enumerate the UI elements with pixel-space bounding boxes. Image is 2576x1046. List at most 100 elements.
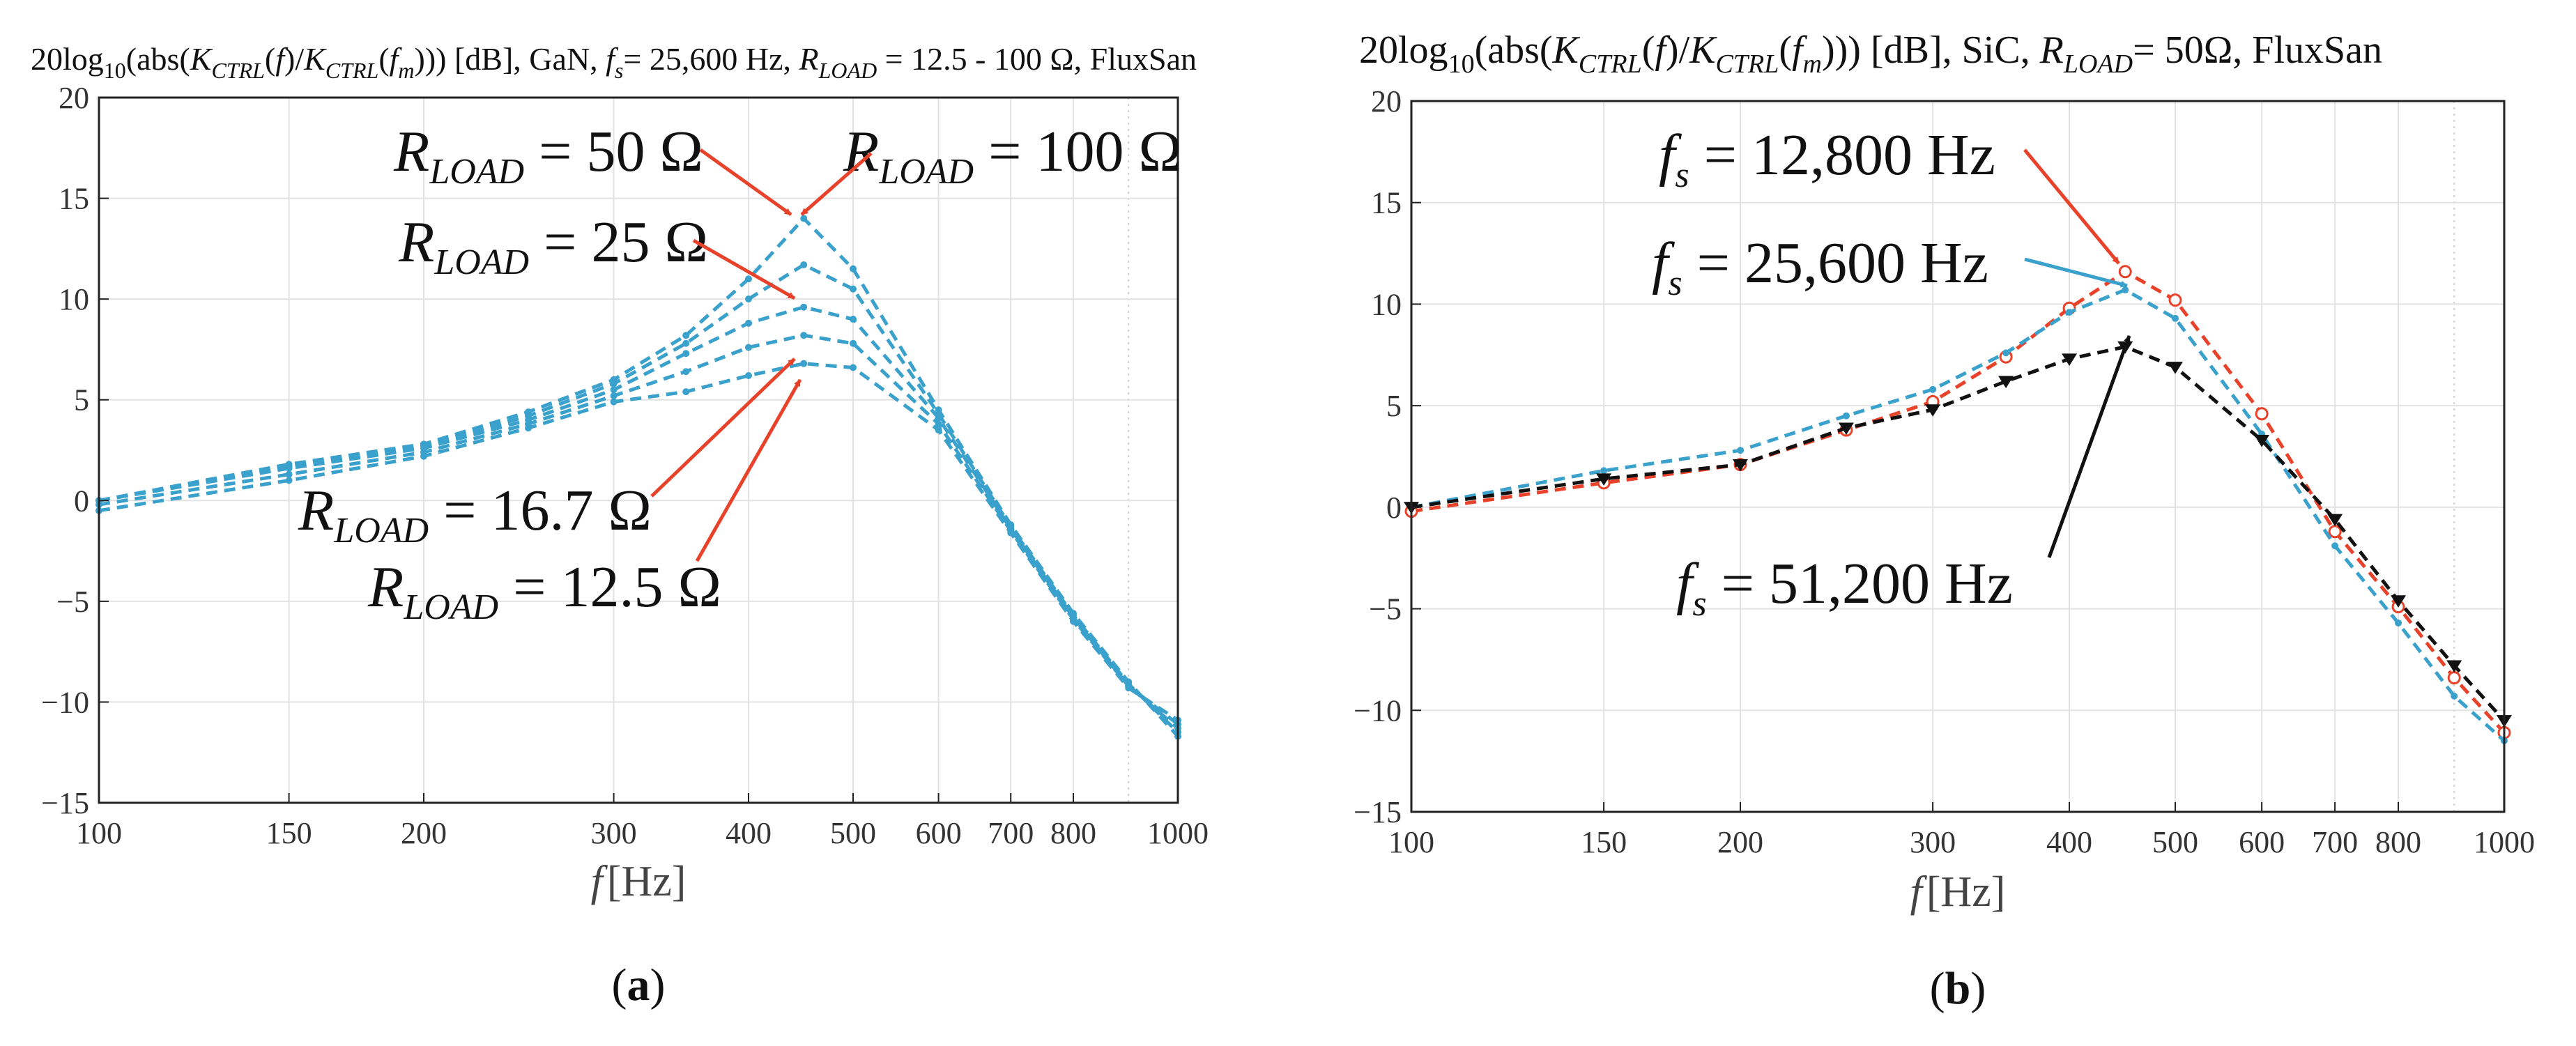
panel-b-data-point	[2066, 309, 2073, 316]
panel-a-ytick-label: 20	[59, 81, 89, 115]
panel-b-ytick-label: −5	[1369, 592, 1402, 626]
panel-a-data-point	[800, 215, 808, 222]
panel-a-ytick-label: 5	[74, 383, 89, 417]
panel-a-data-point	[800, 360, 808, 367]
panel-b-data-point	[1842, 412, 1850, 420]
panel-a-series-line	[98, 305, 1179, 730]
panel-a-data-point	[935, 414, 942, 422]
panel-b-xtick-label: 700	[2312, 825, 2358, 859]
panel-a-data-point	[744, 295, 752, 303]
annotation-fs-51200: fs = 51,200 Hz	[1676, 551, 2013, 624]
panel-b-data-point	[2446, 660, 2462, 673]
panel-a-data-point	[744, 372, 752, 380]
panel-a-xtick-label: 150	[266, 816, 312, 850]
panel-b-caption: (b)	[1930, 963, 1986, 1014]
panel-b-data-point	[2331, 542, 2339, 550]
panel-b-data-point	[2447, 671, 2461, 685]
panel-a-data-point	[285, 470, 293, 478]
panel-b-series-2	[1404, 341, 2512, 728]
panel-b-data-point	[2122, 286, 2129, 294]
annotation-rload-25: RLOAD = 25 Ω	[398, 210, 708, 282]
panel-b-data-point	[1998, 376, 2014, 389]
panel-b-data-point	[2168, 293, 2182, 307]
panel-a-data-point	[744, 275, 752, 283]
panel-a-data-point	[682, 332, 690, 339]
panel-a-data-point	[800, 332, 808, 339]
panel-b-series	[1404, 265, 2512, 744]
panel-a-series-line	[98, 362, 1179, 722]
annotation-fs-25600: fs = 25,600 Hz	[1652, 231, 1988, 303]
panel-a-xtick-label: 100	[76, 816, 122, 850]
arrow-fs-51200	[2047, 335, 2131, 558]
panel-a-data-point	[285, 465, 293, 472]
panel-b-data-point	[2255, 407, 2269, 421]
arrow-rload-12-5	[695, 378, 802, 562]
annotation-rload-12-5: RLOAD = 12.5 Ω	[367, 555, 721, 627]
panel-a-data-point	[1069, 617, 1077, 625]
panel-a-xtick-label: 200	[401, 816, 447, 850]
panel-b-xtick-label: 500	[2152, 825, 2198, 859]
panel-a-data-point	[1007, 529, 1015, 537]
panel-b-xtick-label: 800	[2375, 825, 2421, 859]
arrow-rload-16-7	[650, 357, 796, 498]
panel-b-data-point	[2002, 349, 2010, 357]
panel-b-data-point	[1733, 459, 1749, 472]
panel-b-ytick-label: 0	[1386, 491, 1402, 525]
panel-a-series-4	[95, 360, 1181, 724]
arrow-fs-12800	[2023, 148, 2120, 265]
panel-b-axes-frame	[1410, 100, 2506, 813]
panel-a-xtick-label: 500	[830, 816, 876, 850]
panel-b-series-line	[1411, 288, 2506, 742]
panel-a-caption: (a)	[612, 960, 666, 1010]
panel-a-ytick-label: 15	[59, 182, 89, 216]
panel-b-xtick-label: 600	[2239, 825, 2285, 859]
panel-a-data-point	[1125, 684, 1133, 692]
panel-a-series	[95, 215, 1181, 740]
panel-a-series-line	[98, 263, 1179, 734]
panel-b-xtick-label: 200	[1717, 825, 1763, 859]
panel-b-data-point	[2391, 595, 2407, 608]
panel-b-data-point	[2327, 514, 2343, 527]
panel-b-data-point	[1600, 467, 1608, 475]
panel-a-data-point	[525, 424, 532, 432]
panel-b-ytick-label: 10	[1371, 287, 1402, 321]
panel-a-data-point	[800, 303, 808, 311]
panel-a-data-point	[610, 380, 618, 387]
panel-b-title: 20log10(abs(KCTRL(f)/KCTRL(fm))) [dB], S…	[1359, 29, 2382, 79]
panel-b-series-1	[1408, 286, 2508, 744]
panel-b-ytick-label: 20	[1371, 84, 1402, 118]
panel-a-ytick-label: 10	[59, 282, 89, 316]
panel-a-xtick-label: 400	[726, 816, 772, 850]
panel-a-xtick-label: 600	[916, 816, 962, 850]
panel-a-xtick-label: 300	[591, 816, 637, 850]
panel-a-data-point	[850, 339, 857, 347]
arrow-fs-25600	[2024, 257, 2128, 288]
panel-a: 20log10(abs(KCTRL(f)/KCTRL(fm))) [dB], G…	[31, 41, 1209, 1010]
arrow-rload-25	[692, 238, 796, 300]
panel-b-xtick-label: 300	[1910, 825, 1956, 859]
panel-b: 20log10(abs(KCTRL(f)/KCTRL(fm))) [dB], S…	[1354, 29, 2535, 1014]
panel-a-ytick-label: 0	[74, 484, 89, 518]
panel-a-xlabel: f[Hz]	[591, 858, 687, 905]
panel-a-xtick-label: 1000	[1147, 816, 1209, 850]
panel-b-data-point	[1838, 422, 1854, 436]
panel-a-data-point	[800, 261, 808, 268]
panel-a-ytick-label: −15	[41, 786, 89, 820]
annotation-rload-50: RLOAD = 50 Ω	[393, 119, 703, 192]
panel-b-data-point	[2171, 314, 2179, 322]
panel-b-xtick-label: 1000	[2474, 825, 2535, 859]
annotation-rload-16-7: RLOAD = 16.7 Ω	[298, 478, 652, 551]
panel-a-data-point	[610, 386, 618, 394]
panel-b-data-point	[2118, 265, 2132, 279]
panel-b-grid	[1411, 100, 2505, 813]
panel-b-xlabel: f[Hz]	[1910, 868, 2006, 916]
panel-b-xtick-label: 100	[1388, 825, 1434, 859]
panel-a-data-point	[850, 265, 857, 272]
panel-b-data-point	[2254, 434, 2270, 447]
panel-a-axes-frame	[98, 96, 1179, 804]
panel-a-data-point	[610, 392, 618, 399]
panel-a-data-point	[744, 319, 752, 327]
panel-b-data-point	[1737, 447, 1745, 454]
